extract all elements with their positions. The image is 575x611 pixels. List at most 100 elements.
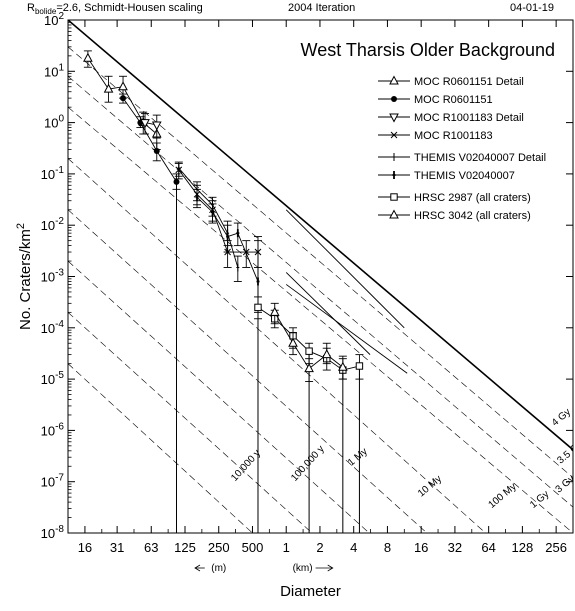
legend-marker-3-b xyxy=(390,131,398,139)
x-unit-m: (m) xyxy=(211,563,226,574)
chart-title: West Tharsis Older Background xyxy=(301,40,555,60)
y-tick-label-base-7: 10 xyxy=(41,372,55,387)
legend-label-2: MOC R1001183 Detail xyxy=(414,112,524,124)
series-7-point-1 xyxy=(288,337,298,347)
x-tick-label-5: 500 xyxy=(242,540,264,555)
x-tick-label-3: 125 xyxy=(174,540,196,555)
isochron-label-6: 1 My xyxy=(346,446,370,468)
series-5-point-1 xyxy=(211,208,215,217)
series-0-point-0 xyxy=(83,52,93,62)
y-axis-label: No. Craters/km2 xyxy=(15,223,34,330)
y-tick-label-base-4: 10 xyxy=(41,218,55,233)
isochron-line-7 xyxy=(68,312,313,533)
series-6-point-0 xyxy=(254,303,262,312)
legend-label-7: HRSC 3042 (all craters) xyxy=(414,210,531,222)
y-tick-label-base-1: 10 xyxy=(44,64,58,79)
series-4-point-4 xyxy=(236,263,240,272)
y-tick-label-sup-1: 1 xyxy=(58,62,64,73)
legend-marker-6 xyxy=(390,193,398,201)
legend-marker-1 xyxy=(391,96,397,102)
legend-label-4: THEMIS V02040007 Detail xyxy=(414,152,546,164)
series-2 xyxy=(140,113,162,139)
legend-label-0: MOC R0601151 Detail xyxy=(414,76,524,88)
series-3-line xyxy=(178,169,258,253)
header-scaling-sub: bolide xyxy=(34,7,57,17)
legend-label-1: MOC R0601151 xyxy=(414,94,493,106)
series-1-point-0 xyxy=(120,95,127,102)
isochron-line-4 xyxy=(68,158,486,533)
x-tick-label-6: 1 xyxy=(283,540,290,555)
y-tick-label-base-5: 10 xyxy=(41,270,55,285)
x-tick-label-7: 2 xyxy=(316,540,323,555)
x-tick-label-12: 64 xyxy=(481,540,495,555)
y-tick-label-sup-3: -1 xyxy=(55,165,64,176)
header-scaling: Rbolide=2.6, Schmidt-Housen scaling xyxy=(27,2,203,16)
y-tick-label-2: 100 xyxy=(44,114,64,131)
series-6-point-3 xyxy=(305,347,313,355)
isochron-label-5: 10 My xyxy=(416,474,444,500)
header-scaling-suffix: =2.6, Schmidt-Housen scaling xyxy=(56,2,203,14)
y-axis-label-main: No. Craters/km xyxy=(17,229,34,330)
legend-marker-3 xyxy=(390,131,398,139)
series-4-line xyxy=(178,167,239,268)
series-7-point-2 xyxy=(304,363,314,373)
x-tick-label-4: 250 xyxy=(208,540,230,555)
series-3-point-4-b xyxy=(242,248,250,256)
y-tick-label-10: 10-8 xyxy=(41,524,65,541)
series-7-point-4 xyxy=(337,361,348,371)
y-tick-label-sup-0: 2 xyxy=(58,11,64,22)
y-tick-label-1: 101 xyxy=(44,62,64,79)
isochron-line-0 xyxy=(68,20,573,451)
y-tick-label-6: 10-4 xyxy=(41,319,65,336)
series-7 xyxy=(269,302,348,382)
x-tick-label-10: 16 xyxy=(414,540,428,555)
header-date: 04-01-19 xyxy=(510,2,555,14)
series-1-point-3 xyxy=(173,178,180,185)
y-tick-label-sup-6: -4 xyxy=(55,319,64,330)
series-7-point-3 xyxy=(321,349,332,359)
series-0-point-2 xyxy=(118,81,128,91)
isochron-label-0: 4 Gy xyxy=(550,407,573,429)
x-tick-label-13: 128 xyxy=(512,540,534,555)
x-tick-label-0: 16 xyxy=(78,540,92,555)
y-tick-label-9: 10-7 xyxy=(41,473,65,490)
y-tick-label-base-3: 10 xyxy=(41,167,55,182)
isochron-line-6 xyxy=(68,260,370,533)
legend-marker-2 xyxy=(389,113,399,123)
series-5-point-2 xyxy=(226,232,230,241)
y-tick-label-sup-2: 0 xyxy=(58,114,64,125)
legend-label-3: MOC R1001183 xyxy=(414,130,493,142)
y-tick-label-sup-4: -2 xyxy=(55,216,64,227)
x-axis-label: Diameter xyxy=(280,583,341,600)
series-0-point-1 xyxy=(103,83,114,93)
series-4-point-0 xyxy=(177,164,181,173)
series-1-line xyxy=(122,97,177,183)
x-tick-label-2: 63 xyxy=(144,540,158,555)
y-tick-label-base-10: 10 xyxy=(41,526,55,541)
legend-marker-7 xyxy=(389,209,399,219)
isochron-label-4: 100 My xyxy=(486,481,518,511)
x-tick-label-9: 8 xyxy=(384,540,391,555)
isochron-line-3 xyxy=(68,106,573,533)
series-5-point-4 xyxy=(256,277,260,286)
series-1-point-2 xyxy=(153,147,160,154)
y-tick-label-sup-5: -3 xyxy=(55,268,64,279)
y-tick-label-sup-9: -7 xyxy=(55,473,64,484)
isochron-line-5 xyxy=(68,209,428,533)
y-tick-label-0: 102 xyxy=(44,11,64,28)
y-tick-label-3: 10-1 xyxy=(41,165,65,182)
y-tick-label-sup-10: -8 xyxy=(55,524,64,535)
y-tick-label-base-2: 10 xyxy=(44,116,58,131)
series-2-point-1 xyxy=(151,121,162,131)
legend-label-6: HRSC 2987 (all craters) xyxy=(414,192,531,204)
series-2-point-0 xyxy=(140,119,150,129)
x-tick-label-14: 256 xyxy=(545,540,567,555)
x-tick-label-1: 31 xyxy=(110,540,124,555)
header-scaling-prefix: R xyxy=(27,2,35,14)
isochron-line-2 xyxy=(68,76,573,508)
series-5 xyxy=(193,188,262,313)
isochron-label-2: 3 Gy xyxy=(554,473,575,495)
